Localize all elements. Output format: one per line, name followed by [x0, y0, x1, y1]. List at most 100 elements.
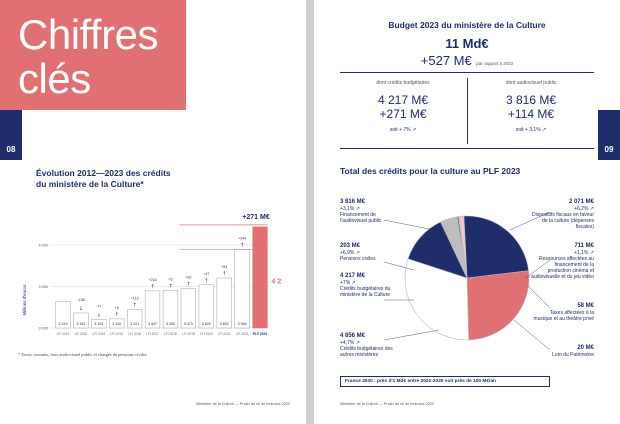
x-tick-label: LFI 2014 [92, 332, 105, 336]
bar-delta-label: +53 [221, 265, 227, 269]
pie-legend-item: 58 M€ Taxes affectées à la musique et au … [530, 302, 594, 322]
bar [127, 309, 143, 329]
bar-value-label: 3 110 [112, 322, 121, 326]
bar-value-label: 3 319 [58, 322, 67, 326]
pie-title: Total des crédits pour la culture au PLF… [340, 166, 521, 176]
pie-legend-item: 4 217 M€ +7% ↗ Crédits budgétaires du mini… [340, 272, 402, 298]
legend-pct: +6,9% ↗ [340, 250, 360, 256]
bar-delta-label: +6 [115, 306, 119, 310]
pie-slice [463, 215, 529, 279]
legend-pct: +4,7% ↗ [340, 340, 360, 346]
arrow-up-icon: ↑ [150, 284, 154, 290]
bar-delta-label: +47 [203, 272, 209, 276]
bar-value-label: 3 221 [130, 322, 139, 326]
left-page: Chiffres clés 08 Évolution 2012—2023 des… [0, 0, 306, 424]
highlight-delta-label: +271 M€ [242, 214, 270, 221]
title-block: Chiffres clés [0, 0, 186, 110]
bar [91, 319, 107, 329]
budget-total: 11 Md€ [445, 36, 489, 51]
leader-line [383, 219, 435, 231]
pie-legend-item: 711 M€ +1,1% ↗ Ressources affectées au fin… [530, 242, 594, 280]
bar [162, 290, 179, 329]
leader-line [525, 259, 551, 279]
pie-legend-item: 4 856 M€ +4,7% ↗ Crédits budgétaires des a… [340, 332, 402, 358]
pie-chart [383, 211, 551, 351]
france-2030-box: France 2030 : près d'1 Md€ entre 2022-20… [340, 376, 550, 387]
col2-value: 3 816 M€ [505, 93, 557, 107]
legend-label: Crédits budgétaires des autres ministère… [340, 346, 393, 358]
x-tick-label: LFI 2021 [218, 332, 231, 336]
pie-legend-item: 20 M€ Loto du Patrimoine [530, 344, 594, 358]
x-tick-label: PLF 2023 [253, 332, 267, 336]
bar-value-label: 3 602 [220, 322, 229, 326]
pie-legend-item: 203 M€ +6,9% ↗ Pensions civiles [340, 242, 402, 262]
page-number-tab: 09 [598, 110, 620, 160]
bar [73, 312, 89, 329]
x-tick-label: LFI 2012 [57, 332, 70, 336]
bar-value-label: 3 447 [148, 322, 157, 326]
chart-title-line-1: Évolution 2012—2023 des crédits [36, 168, 171, 178]
bar [144, 290, 161, 329]
bar-delta-label: +216 [148, 278, 156, 282]
arrow-up-icon: ↑ [133, 303, 137, 309]
legend-label: Pensions civiles [340, 256, 376, 262]
audiovisual-column: dont audiovisuel public 3 816 M€ +114 M€… [470, 80, 592, 133]
bar-value-label: 3 946 [238, 322, 247, 326]
x-tick-label: LFI 2020 [200, 332, 213, 336]
footnote: * Euros courants, hors audiovisuel publi… [18, 352, 147, 357]
x-tick-label: LFI 2022 [236, 332, 249, 336]
col2-increase: +114 M€ [507, 107, 555, 121]
col1-pct: soit + 7% ↗ [389, 127, 417, 133]
arrow-up-icon: ↑ [240, 242, 244, 248]
bar [109, 318, 125, 329]
y-tick-label: 3 000 [38, 327, 48, 331]
page-number: 08 [6, 145, 16, 154]
legend-label: Dispositifs fiscaux en faveur de la cult… [532, 212, 594, 230]
bar-delta-label: +344 [238, 236, 246, 240]
page-footer: Ministère de la Culture — Projet de loi … [196, 402, 290, 406]
right-page: 09 Budget 2023 du ministère de la Cultur… [314, 0, 620, 424]
bar-delta-label: -77 [96, 304, 101, 308]
legend-value: 20 M€ [577, 345, 594, 351]
pie-legend-item: 3 816 M€ +3,1% ↗ Financement de l'audiovis… [340, 198, 402, 224]
leader-line [383, 329, 440, 341]
x-tick-label: LFI 2016 [128, 332, 141, 336]
bar-delta-label: -138 [77, 298, 84, 302]
bar-highlight [252, 226, 268, 329]
arrow-up-icon: ↑ [204, 278, 208, 284]
legend-value: 711 M€ [574, 243, 594, 249]
bar [198, 284, 214, 329]
divider-bottom [340, 148, 594, 149]
col1-increase: +271 M€ [379, 107, 427, 121]
leader-line [383, 261, 415, 271]
bar-chart: Millions d'euros 4 000 3 500 3 000 3 319 LFI … [22, 214, 282, 336]
bar-value-label: 3 520 [202, 322, 211, 326]
bar [55, 301, 71, 329]
pie-slice [458, 215, 468, 279]
budget-increase-row: +527 M€ par rapport à 2022 [314, 52, 620, 70]
legend-label: Financement de l'audiovisuel public [340, 212, 382, 224]
arrow-up-icon: ↑ [222, 271, 226, 277]
pie-slice [466, 270, 530, 341]
bar [216, 277, 232, 329]
bar-delta-label: +5 [168, 277, 172, 281]
bar-value-label: 3 453 [166, 322, 175, 326]
divider-top [340, 72, 594, 73]
bar [234, 249, 250, 329]
bar [180, 288, 196, 329]
page-footer: Ministère de la Culture — Projet de loi … [340, 402, 434, 406]
legend-value: 203 M€ [340, 243, 361, 249]
divider-vertical [467, 78, 468, 144]
x-tick-label: LFI 2015 [110, 332, 123, 336]
title-line-2: clés [18, 55, 91, 102]
pie-legend-item: 2 071 M€ +6,2% ↗ Dispositifs fiscaux en fa… [530, 198, 594, 230]
chart-title-line-2: du ministère de la Culture* [36, 179, 144, 189]
legend-value: 2 071 M€ [568, 199, 594, 205]
legend-value: 58 M€ [577, 303, 594, 309]
arrow-up-icon: ↑ [168, 283, 172, 289]
bar-value-label: 3 473 [184, 322, 193, 326]
y-axis-label: Millions d'euros [22, 284, 27, 316]
legend-pct: +1,1% ↗ [574, 250, 594, 256]
legend-pct: +6,2% ↗ [574, 206, 594, 212]
